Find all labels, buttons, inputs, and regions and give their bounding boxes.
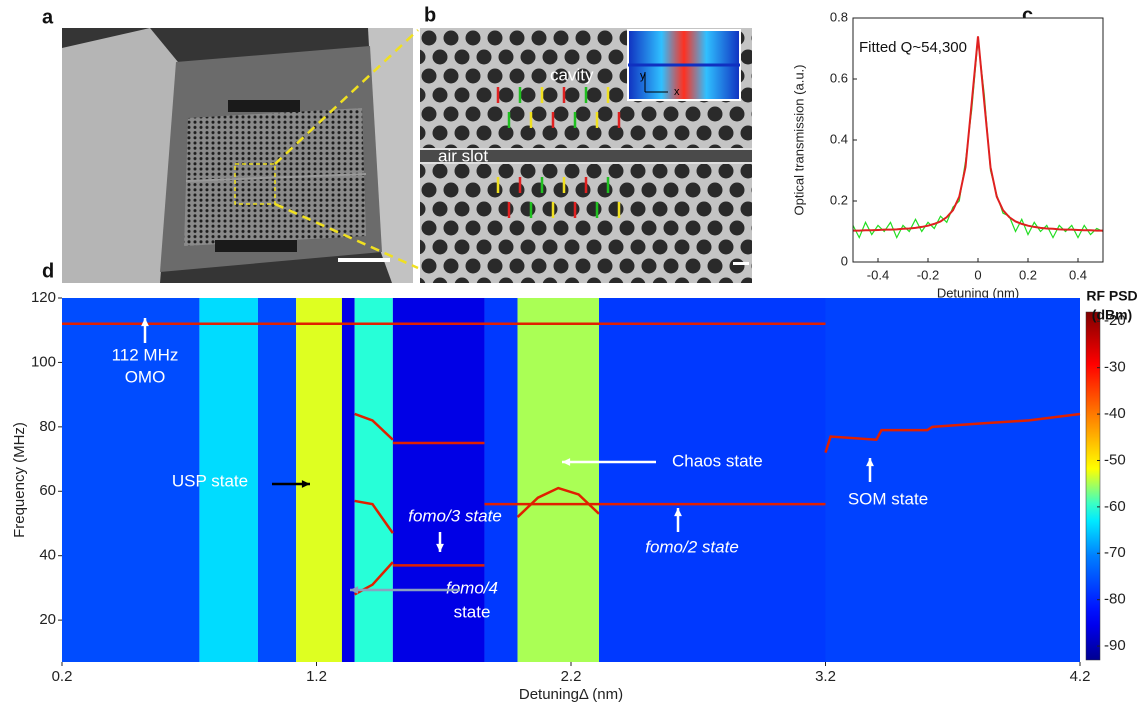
annotation: USP state xyxy=(172,471,248,490)
annotation: Fitted Q~54,300 xyxy=(859,39,967,56)
x-tick-label: 0.2 xyxy=(52,668,73,685)
data-line xyxy=(853,36,1103,232)
heatmap-band xyxy=(341,298,355,662)
y-tick-label: 120 xyxy=(31,289,56,306)
x-tick-label: -0.2 xyxy=(917,267,939,282)
arrow-head xyxy=(562,458,571,466)
colorbar-tick-label: -80 xyxy=(1104,591,1126,608)
arrow-head xyxy=(350,586,359,594)
heatmap-band xyxy=(62,298,200,662)
panel-label: b xyxy=(424,4,436,26)
panel-label: d xyxy=(42,260,54,282)
y-tick-label: 0 xyxy=(841,253,848,268)
image-label: air slot xyxy=(438,146,488,165)
y-axis-label: Frequency (MHz) xyxy=(11,422,28,538)
zoom-line xyxy=(274,29,419,165)
colorbar-tick-label: -30 xyxy=(1104,359,1126,376)
sem-image-a xyxy=(62,28,413,283)
x-tick-label: 1.2 xyxy=(306,668,327,685)
colorbar-label: RF PSD xyxy=(1086,288,1137,304)
arrow-head xyxy=(301,480,310,488)
colorbar-tick-label: -70 xyxy=(1104,544,1126,561)
y-tick-label: 40 xyxy=(39,547,56,564)
colorbar-tick-label: -20 xyxy=(1104,312,1126,329)
heatmap-band xyxy=(598,298,826,662)
x-tick-label: 2.2 xyxy=(561,668,582,685)
y-axis-label: Optical transmission (a.u.) xyxy=(791,65,806,216)
annotation: 112 MHz xyxy=(112,345,179,364)
annotation: state xyxy=(454,602,491,621)
plot-area xyxy=(853,18,1103,262)
heatmap-band xyxy=(825,298,1080,662)
heatmap-band xyxy=(354,298,393,662)
trace xyxy=(354,412,394,441)
x-tick-label: 3.2 xyxy=(815,668,836,685)
panel-label: c xyxy=(1022,4,1033,26)
colorbar-tick-label: -40 xyxy=(1104,405,1126,422)
sem-image-b: y x cavity air slot xyxy=(420,28,752,283)
heatmap-band xyxy=(257,298,297,662)
annotation: Chaos state xyxy=(672,451,763,470)
annotation: OMO xyxy=(125,367,166,386)
annotation: fomo/4 xyxy=(446,578,498,597)
y-tick-label: 0.8 xyxy=(830,9,848,24)
y-tick-label: 60 xyxy=(39,482,56,499)
x-axis-label: Detuning (nm) xyxy=(937,285,1019,300)
x-tick-label: 0.2 xyxy=(1019,267,1037,282)
heatmap-band xyxy=(484,298,518,662)
inset-axis-label: y xyxy=(640,70,646,82)
y-tick-label: 0.6 xyxy=(830,70,848,85)
panel-label: a xyxy=(42,6,54,28)
trace xyxy=(516,486,600,518)
image-label: cavity xyxy=(550,65,594,84)
annotation: fomo/3 state xyxy=(408,506,502,525)
x-axis-label: DetuningΔ (nm) xyxy=(519,686,623,703)
colorbar-tick-label: -60 xyxy=(1104,498,1126,515)
heatmap-band xyxy=(199,298,258,662)
colorbar xyxy=(1085,311,1101,661)
colorbar-tick-label: -90 xyxy=(1104,637,1126,654)
colorbar-label: (dBm) xyxy=(1092,307,1132,323)
y-tick-label: 80 xyxy=(39,418,56,435)
x-tick-label: -0.4 xyxy=(867,267,889,282)
x-tick-label: 0 xyxy=(974,267,981,282)
arrow-head xyxy=(674,508,682,517)
heatmap-band xyxy=(392,298,485,662)
trace xyxy=(354,499,394,534)
trace xyxy=(824,412,1081,453)
y-tick-label: 20 xyxy=(39,611,56,628)
y-tick-label: 0.4 xyxy=(830,131,848,146)
annotation: fomo/2 state xyxy=(645,537,739,556)
arrow-head xyxy=(866,458,874,467)
inset-axis-label: x xyxy=(674,86,680,98)
y-tick-label: 100 xyxy=(31,353,56,370)
heatmap-band xyxy=(296,298,342,662)
arrow-head xyxy=(141,318,149,327)
annotation: SOM state xyxy=(848,489,928,508)
y-tick-label: 0.2 xyxy=(830,192,848,207)
heatmap-band xyxy=(517,298,599,662)
zoom-line xyxy=(274,202,419,270)
arrow-head xyxy=(436,543,444,552)
x-tick-label: 0.4 xyxy=(1069,267,1087,282)
colorbar-tick-label: -50 xyxy=(1104,451,1126,468)
x-tick-label: 4.2 xyxy=(1070,668,1091,685)
